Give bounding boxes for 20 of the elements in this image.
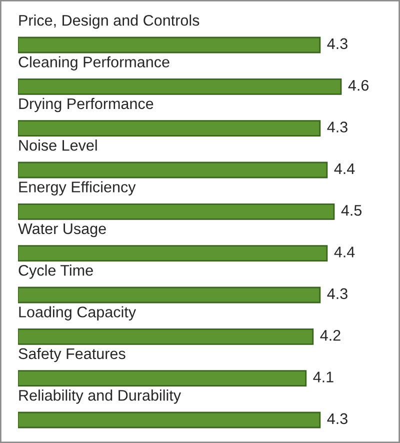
data-label: 4.1 [313,372,334,382]
y-tick-label: Noise Level [19,140,97,151]
data-label: 4.3 [327,413,348,424]
y-tick-label: Reliability and Durability [19,390,182,404]
y-tick-label: Safety Features [18,348,126,362]
data-label: 4.3 [327,38,348,50]
data-label: 4.6 [348,80,369,91]
y-tick-label: Water Usage [18,223,106,238]
data-label: 4.3 [327,122,348,132]
data-label: 4.4 [334,163,355,174]
y-tick-label: Loading Capacity [19,306,136,320]
data-label: 4.4 [334,246,355,258]
data-label: 4.5 [341,205,362,216]
y-tick-label: Drying Performance [19,98,154,112]
data-label: 4.2 [320,330,340,341]
y-tick-label: Cycle Time [18,264,93,279]
data-label: 4.3 [327,288,348,300]
y-tick-label: Price, Design and Controls [19,14,200,29]
y-tick-label: Energy Efficiency [19,181,136,196]
y-tick-label: Cleaning Performance [18,56,170,70]
